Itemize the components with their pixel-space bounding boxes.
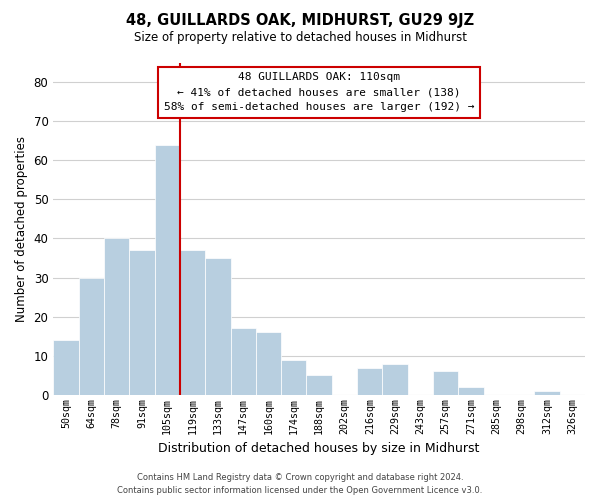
Text: Contains HM Land Registry data © Crown copyright and database right 2024.
Contai: Contains HM Land Registry data © Crown c…: [118, 474, 482, 495]
Text: 48, GUILLARDS OAK, MIDHURST, GU29 9JZ: 48, GUILLARDS OAK, MIDHURST, GU29 9JZ: [126, 12, 474, 28]
Bar: [281, 360, 307, 395]
Bar: [256, 332, 281, 395]
Bar: [433, 372, 458, 395]
Bar: [205, 258, 230, 395]
Bar: [230, 328, 256, 395]
Bar: [180, 250, 205, 395]
Bar: [79, 278, 104, 395]
Bar: [458, 387, 484, 395]
Bar: [382, 364, 408, 395]
X-axis label: Distribution of detached houses by size in Midhurst: Distribution of detached houses by size …: [158, 442, 480, 455]
Bar: [307, 376, 332, 395]
Text: Size of property relative to detached houses in Midhurst: Size of property relative to detached ho…: [133, 31, 467, 44]
Bar: [535, 391, 560, 395]
Bar: [104, 238, 129, 395]
Bar: [129, 250, 155, 395]
Text: 48 GUILLARDS OAK: 110sqm
← 41% of detached houses are smaller (138)
58% of semi-: 48 GUILLARDS OAK: 110sqm ← 41% of detach…: [164, 72, 475, 112]
Bar: [155, 144, 180, 395]
Bar: [53, 340, 79, 395]
Bar: [357, 368, 382, 395]
Y-axis label: Number of detached properties: Number of detached properties: [15, 136, 28, 322]
